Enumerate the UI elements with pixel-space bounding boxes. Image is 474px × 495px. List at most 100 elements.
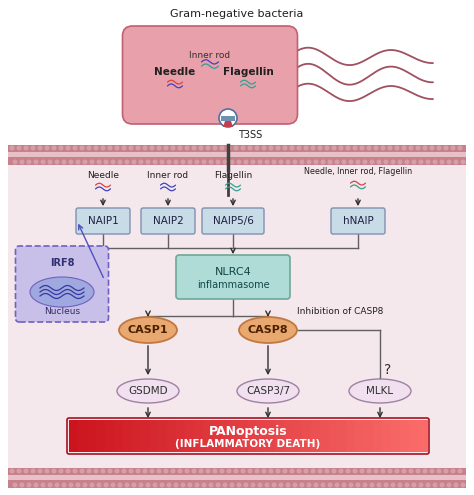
Ellipse shape [409,468,413,474]
Ellipse shape [19,483,25,488]
Bar [328,420,338,452]
Ellipse shape [69,159,73,164]
Ellipse shape [376,159,382,164]
Ellipse shape [222,483,228,488]
Ellipse shape [318,468,322,474]
Ellipse shape [212,146,218,150]
Ellipse shape [30,146,36,150]
Ellipse shape [450,468,456,474]
Ellipse shape [143,146,147,150]
Ellipse shape [457,468,463,474]
Ellipse shape [194,483,200,488]
Text: ?: ? [384,363,392,377]
Ellipse shape [209,159,213,164]
Ellipse shape [24,468,28,474]
Ellipse shape [429,468,435,474]
Bar [69,420,79,452]
Bar [78,420,88,452]
Bar [105,420,115,452]
Ellipse shape [73,468,78,474]
Ellipse shape [290,468,294,474]
Ellipse shape [444,146,448,150]
Ellipse shape [110,483,116,488]
Ellipse shape [234,468,238,474]
Ellipse shape [416,146,420,150]
Ellipse shape [404,159,410,164]
Ellipse shape [349,379,411,403]
Ellipse shape [437,146,441,150]
Ellipse shape [272,483,276,488]
Bar [221,420,231,452]
Text: NAIP1: NAIP1 [88,216,118,226]
Ellipse shape [159,159,164,164]
Ellipse shape [216,159,220,164]
Ellipse shape [201,483,207,488]
Ellipse shape [191,468,197,474]
Ellipse shape [34,483,38,488]
Ellipse shape [307,483,311,488]
Text: CASP3/7: CASP3/7 [246,386,290,396]
Ellipse shape [128,146,134,150]
Ellipse shape [128,468,134,474]
Ellipse shape [62,159,66,164]
Ellipse shape [439,159,445,164]
Ellipse shape [275,146,281,150]
Ellipse shape [121,146,127,150]
Ellipse shape [439,483,445,488]
Ellipse shape [338,146,344,150]
Ellipse shape [40,483,46,488]
Ellipse shape [37,468,43,474]
Ellipse shape [381,146,385,150]
Ellipse shape [447,159,452,164]
Ellipse shape [171,468,175,474]
Ellipse shape [310,468,316,474]
Ellipse shape [285,483,291,488]
Ellipse shape [404,483,410,488]
Text: Inner rod: Inner rod [147,170,189,180]
Ellipse shape [159,483,164,488]
Ellipse shape [12,159,18,164]
Bar [123,420,133,452]
Ellipse shape [45,146,49,150]
Text: NAIP5/6: NAIP5/6 [212,216,254,226]
Ellipse shape [82,159,88,164]
Ellipse shape [212,468,218,474]
Ellipse shape [239,317,297,343]
Bar [239,420,249,452]
Ellipse shape [320,159,326,164]
Ellipse shape [115,146,119,150]
Ellipse shape [47,159,53,164]
FancyBboxPatch shape [141,208,195,234]
Ellipse shape [383,159,389,164]
Bar [150,420,159,452]
Ellipse shape [97,483,101,488]
Bar [0,0,474,145]
Ellipse shape [80,146,84,150]
Ellipse shape [356,159,361,164]
Ellipse shape [80,468,84,474]
Ellipse shape [264,159,270,164]
Ellipse shape [366,146,372,150]
Ellipse shape [199,468,203,474]
Ellipse shape [426,483,430,488]
Ellipse shape [17,468,21,474]
Ellipse shape [300,159,304,164]
Ellipse shape [125,159,129,164]
Ellipse shape [237,159,241,164]
Ellipse shape [86,468,91,474]
Ellipse shape [9,146,15,150]
Bar [8,468,466,488]
Text: Flagellin: Flagellin [214,170,252,180]
Ellipse shape [432,483,438,488]
Ellipse shape [346,468,350,474]
Ellipse shape [394,468,400,474]
Ellipse shape [201,159,207,164]
Ellipse shape [391,159,395,164]
Ellipse shape [325,468,329,474]
Bar [158,420,168,452]
Ellipse shape [181,483,185,488]
Ellipse shape [24,146,28,150]
Ellipse shape [166,159,172,164]
Ellipse shape [331,468,337,474]
Ellipse shape [374,146,379,150]
